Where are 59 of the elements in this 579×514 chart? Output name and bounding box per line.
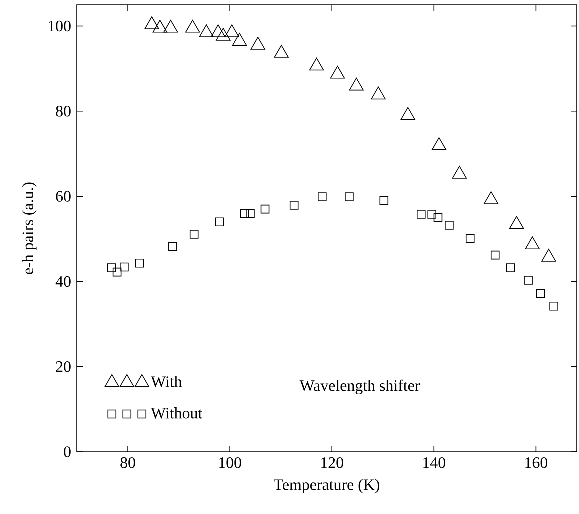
point [484, 192, 499, 204]
point [152, 20, 168, 33]
point [349, 78, 364, 91]
y-tick-label: 20 [56, 361, 71, 372]
point [168, 242, 178, 252]
point [107, 264, 116, 272]
point [380, 196, 389, 206]
y-tick-label: 0 [64, 446, 71, 458]
x-tick-label: 160 [526, 458, 548, 468]
point [224, 24, 240, 38]
point [120, 262, 129, 272]
point [135, 258, 144, 268]
point [309, 58, 324, 71]
point [211, 24, 226, 38]
point [199, 24, 214, 38]
point [274, 45, 289, 58]
point [506, 264, 516, 272]
point [550, 302, 558, 311]
annotation: Wavelength shifter [300, 380, 420, 394]
point [112, 268, 122, 277]
legend-label: With [151, 376, 182, 388]
point [452, 166, 467, 179]
y-tick-label: 100 [48, 20, 71, 32]
point [428, 210, 437, 219]
point [185, 20, 200, 33]
point [290, 201, 299, 210]
point [371, 86, 386, 100]
point [250, 37, 266, 50]
point [318, 192, 327, 202]
point [524, 276, 533, 285]
point [445, 221, 454, 230]
point [466, 234, 475, 244]
point [216, 28, 231, 41]
y-tick-label: 60 [56, 191, 71, 202]
point [246, 209, 255, 218]
x-tick-label: 100 [220, 458, 242, 468]
x-tick-label: 140 [424, 458, 446, 468]
legend-label: Without [151, 408, 203, 419]
y-tick-label: 80 [56, 106, 71, 117]
x-axis-title: Temperature (K) [274, 479, 380, 494]
point [144, 16, 160, 30]
y-axis-title: e-h pairs (a.u.) [22, 182, 37, 274]
point [240, 209, 250, 218]
x-tick-label: 120 [322, 458, 344, 468]
point [400, 107, 416, 120]
point [345, 192, 354, 202]
point [330, 66, 346, 79]
point [536, 289, 546, 298]
point [490, 250, 500, 260]
point [164, 20, 178, 33]
point [434, 213, 443, 222]
x-tick-label: 80 [120, 458, 136, 468]
point [416, 210, 426, 219]
point [232, 33, 248, 46]
point [260, 204, 270, 214]
point [215, 218, 224, 226]
point [190, 230, 199, 239]
y-tick-label: 40 [56, 276, 71, 288]
point [432, 137, 447, 150]
